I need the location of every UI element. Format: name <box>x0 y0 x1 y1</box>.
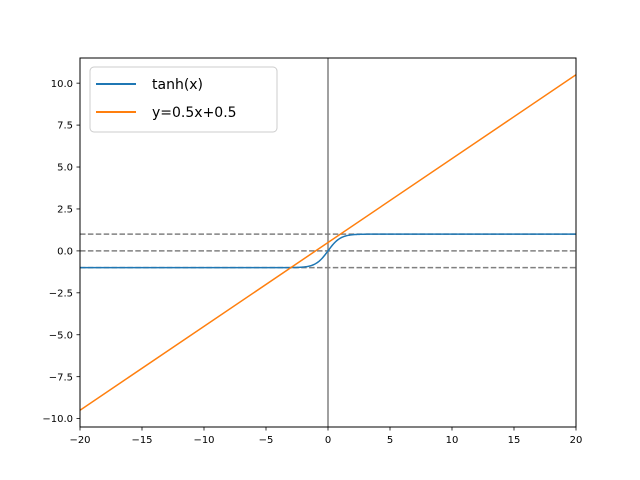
y-tick-label: −10.0 <box>42 414 73 425</box>
series-lines <box>80 74 576 411</box>
x-tick-label: 20 <box>570 435 583 446</box>
y-tick-label: −5.0 <box>49 330 73 341</box>
series-line-0 <box>80 233 576 269</box>
x-tick-label: 15 <box>508 435 521 446</box>
y-tick-label: 7.5 <box>57 121 73 132</box>
y-tick-label: 2.5 <box>57 205 73 216</box>
x-tick-label: −20 <box>69 435 90 446</box>
y-tick-label: 0.0 <box>57 246 73 257</box>
x-tick-label: 10 <box>446 435 459 446</box>
legend-box <box>89 66 278 133</box>
y-tick-label: −7.5 <box>49 372 73 383</box>
x-tick-label: −15 <box>131 435 152 446</box>
legend-label-0: tanh(x) <box>152 77 203 93</box>
x-tick-label: −5 <box>259 435 274 446</box>
legend: tanh(x) y=0.5x+0.5 <box>89 66 278 133</box>
y-axis-ticks: −10.0 −7.5 −5.0 −2.5 0.0 2.5 5.0 7.5 10.0 <box>42 79 80 425</box>
series-line-1 <box>80 74 576 411</box>
y-tick-label: 5.0 <box>57 163 73 174</box>
legend-label-1: y=0.5x+0.5 <box>152 105 237 121</box>
x-tick-label: −10 <box>193 435 214 446</box>
x-tick-label: 5 <box>387 435 393 446</box>
y-tick-label: 10.0 <box>51 79 73 90</box>
x-axis-ticks: −20 −15 −10 −5 0 5 10 15 20 <box>69 427 582 446</box>
y-tick-label: −2.5 <box>49 288 73 299</box>
x-tick-label: 0 <box>325 435 331 446</box>
